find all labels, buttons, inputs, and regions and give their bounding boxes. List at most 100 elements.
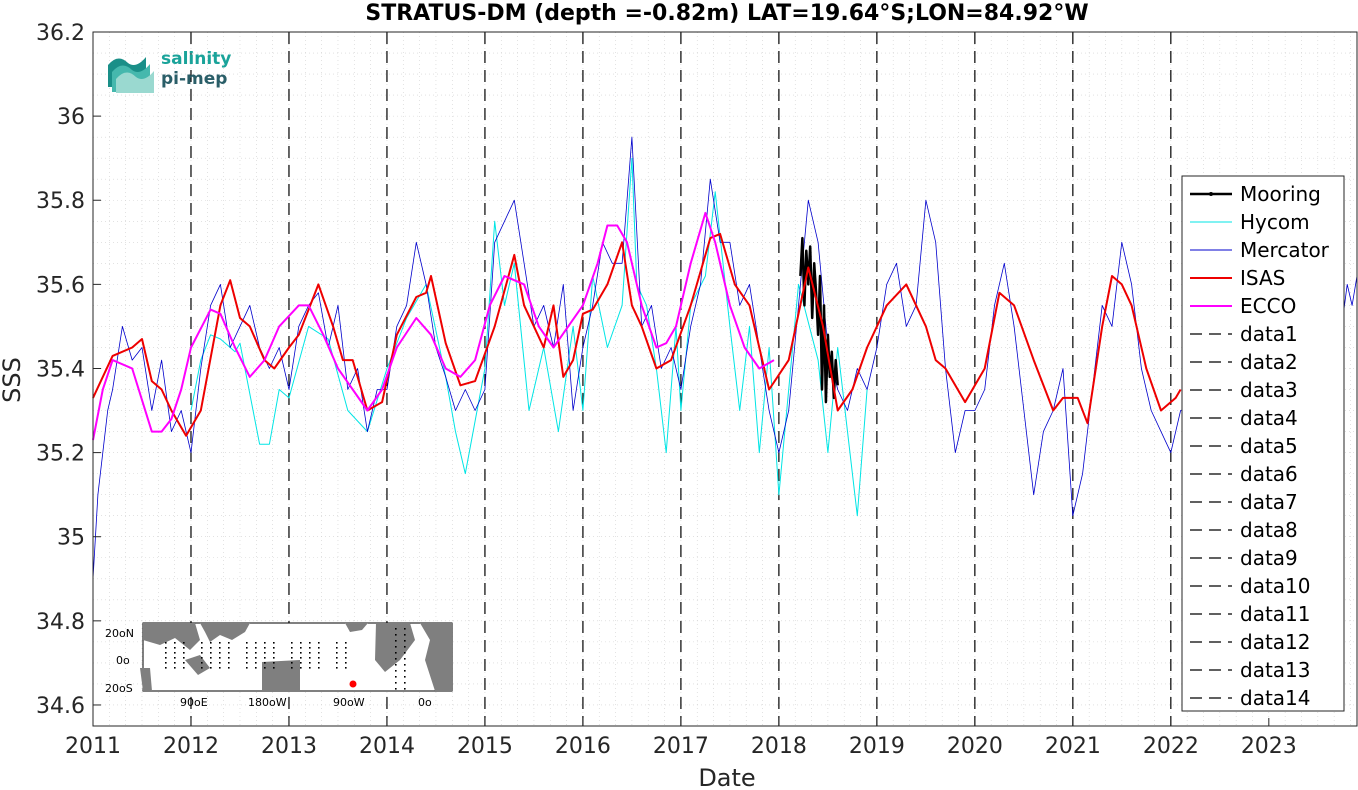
map-dot <box>174 657 176 659</box>
map-dot <box>404 628 406 630</box>
x-tick-label: 2018 <box>751 734 807 759</box>
map-dot <box>404 688 406 690</box>
map-dot <box>165 667 167 669</box>
map-dot <box>174 647 176 649</box>
map-dot <box>309 647 311 649</box>
legend-label: Mercator <box>1240 238 1330 262</box>
map-dot <box>300 647 302 649</box>
y-tick-label: 34.8 <box>36 610 85 635</box>
map-dot <box>273 652 275 654</box>
map-dot <box>174 642 176 644</box>
map-dot <box>336 667 338 669</box>
map-dot <box>255 642 257 644</box>
series-line-isas <box>92 232 1182 437</box>
map-lat-label-3: 20oS <box>105 682 133 695</box>
map-dot <box>228 647 230 649</box>
map-dot <box>255 647 257 649</box>
map-dot <box>210 667 212 669</box>
map-dot <box>309 642 311 644</box>
map-dot <box>165 652 167 654</box>
map-dot <box>345 657 347 659</box>
map-dot <box>291 657 293 659</box>
map-dot <box>345 667 347 669</box>
map-dot <box>273 662 275 664</box>
legend-label: Mooring <box>1240 182 1321 206</box>
map-dot <box>395 640 397 642</box>
legend-label: ECCO <box>1240 294 1296 318</box>
map-dot <box>404 658 406 660</box>
map-dot <box>273 647 275 649</box>
map-dot <box>165 642 167 644</box>
map-dot <box>336 647 338 649</box>
map-dot <box>318 642 320 644</box>
map-dot <box>264 642 266 644</box>
legend-label: data3 <box>1240 378 1298 402</box>
legend-label: data8 <box>1240 518 1298 542</box>
map-dot <box>318 657 320 659</box>
map-lon-label-4: 0o <box>418 696 432 709</box>
map-dot <box>264 647 266 649</box>
map-dot <box>404 664 406 666</box>
legend-label: data9 <box>1240 546 1298 570</box>
map-dot <box>264 667 266 669</box>
x-tick-label: 2012 <box>163 734 219 759</box>
map-dot <box>404 640 406 642</box>
map-dot <box>219 657 221 659</box>
map-dot <box>309 657 311 659</box>
y-axis-ticks: 34.6 34.8 35 35.2 35.4 35.6 35.8 36 36.2 <box>36 21 101 719</box>
legend-label: data6 <box>1240 462 1298 486</box>
x-tick-label: 2022 <box>1143 734 1199 759</box>
grid <box>92 31 1357 726</box>
map-dot <box>183 647 185 649</box>
map-lat-label-2: 0o <box>116 654 130 667</box>
map-dot <box>183 642 185 644</box>
logo-line2: pi-mep <box>161 69 227 89</box>
map-dot <box>336 652 338 654</box>
map-dot <box>300 652 302 654</box>
legend-label: Hycom <box>1240 210 1310 234</box>
map-dot <box>210 652 212 654</box>
map-dot <box>201 657 203 659</box>
map-dot <box>165 647 167 649</box>
x-axis-ticks: 2011 2012 2013 2014 2015 2016 2017 2018 2019 2020… <box>65 718 1297 759</box>
map-dot <box>404 676 406 678</box>
x-tick-label: 2014 <box>359 734 415 759</box>
map-dot <box>318 667 320 669</box>
series-line-ecco <box>92 211 775 441</box>
map-dot <box>219 652 221 654</box>
map-dot <box>318 652 320 654</box>
map-dot <box>264 657 266 659</box>
map-dot <box>228 657 230 659</box>
map-dot <box>219 667 221 669</box>
y-tick-label: 34.6 <box>36 694 85 719</box>
map-dot <box>291 667 293 669</box>
x-tick-label: 2020 <box>947 734 1003 759</box>
map-dot <box>273 642 275 644</box>
legend-label: ISAS <box>1240 266 1285 290</box>
map-dot <box>395 688 397 690</box>
map-dot <box>210 642 212 644</box>
y-tick-label: 36.2 <box>36 21 85 46</box>
map-dot <box>255 662 257 664</box>
map-dot <box>219 642 221 644</box>
plot-frame <box>92 31 1358 727</box>
x-tick-label: 2017 <box>653 734 709 759</box>
map-dot <box>183 652 185 654</box>
map-dot <box>228 642 230 644</box>
map-dot <box>183 667 185 669</box>
series-line-hycom <box>190 157 868 517</box>
map-dot <box>219 647 221 649</box>
map-dot <box>404 634 406 636</box>
map-dot <box>345 662 347 664</box>
legend-label: data12 <box>1240 630 1311 654</box>
map-dot <box>219 662 221 664</box>
y-tick-label: 35.6 <box>36 273 85 298</box>
x-tick-label: 2016 <box>555 734 611 759</box>
map-dot <box>183 657 185 659</box>
y-tick-label: 35.4 <box>36 357 85 382</box>
legend-label: data1 <box>1240 322 1298 346</box>
legend-label: data14 <box>1240 686 1311 710</box>
legend-items: Mooring Hycom Mercator ISAS ECCO data1 data2 da… <box>1190 182 1330 710</box>
map-dot <box>201 652 203 654</box>
map-dot <box>309 662 311 664</box>
